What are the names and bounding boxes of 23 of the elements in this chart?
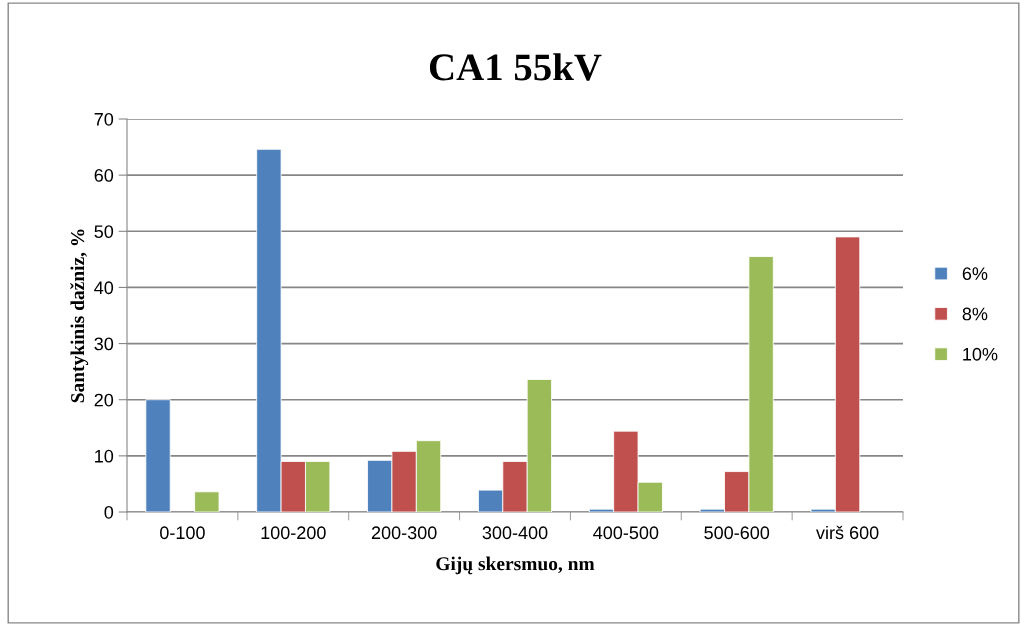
y-tick-label: 70 (94, 112, 114, 126)
y-tick-label: 30 (94, 337, 114, 351)
y-tick-label: 40 (94, 281, 114, 295)
y-tick-label: 0 (104, 505, 114, 519)
x-tick-label: 400-500 (593, 526, 659, 540)
y-tick-label: 60 (94, 169, 114, 182)
x-tick-label: 100-200 (261, 526, 326, 540)
y-tick-label: 20 (94, 393, 114, 407)
x-tick-label: 300-400 (482, 526, 548, 540)
bar (145, 399, 171, 512)
x-tick-label: 200-300 (371, 526, 437, 540)
y-tick-label: 10 (95, 449, 114, 463)
chart-title: CA1 55kV (429, 53, 602, 81)
legend-label: 6% (962, 267, 988, 281)
x-tick-label: 0-100 (160, 526, 205, 540)
bar (194, 491, 220, 512)
x-tick-label: 500-600 (704, 526, 770, 540)
legend-label: 10% (963, 347, 998, 361)
x-tick-label: virš 600 (816, 525, 879, 540)
y-tick-label: 50 (94, 225, 114, 239)
x-axis-title: Gijų skersmuo, nm (436, 556, 595, 575)
y-axis-title: Santykinis dažniz, % (70, 229, 89, 403)
legend-label: 8% (962, 307, 988, 321)
